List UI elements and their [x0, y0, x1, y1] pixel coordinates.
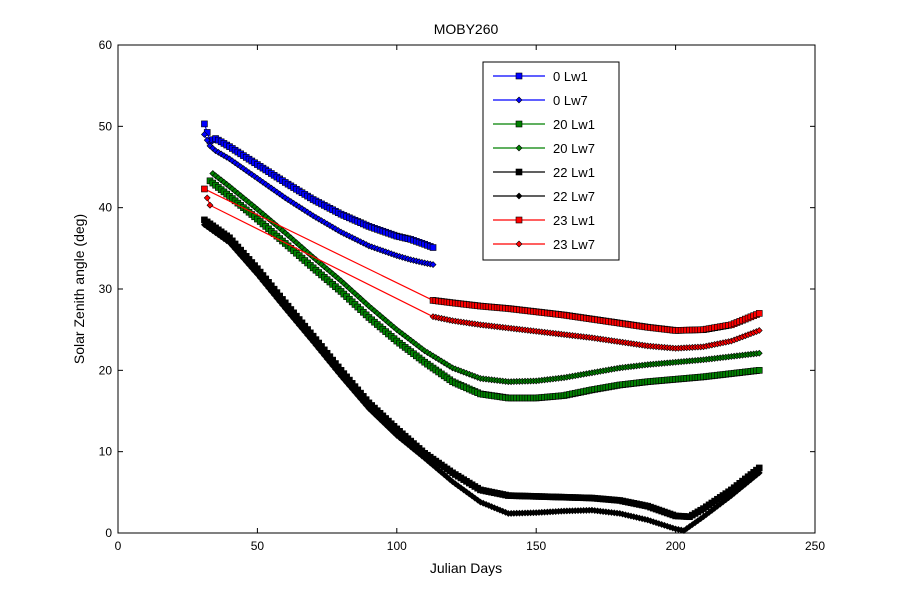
series-0-lw7: [201, 131, 437, 269]
x-tick-label: 250: [805, 539, 825, 553]
legend-marker: [515, 120, 523, 128]
data-point-0-lw7: [201, 131, 208, 138]
chart-title: MOBY260: [434, 21, 499, 37]
legend-item-23-lw7: 23 Lw7: [493, 237, 595, 252]
series-22-lw7: [201, 221, 763, 534]
legend-label: 23 Lw1: [553, 213, 595, 228]
legend-label: 0 Lw1: [553, 69, 588, 84]
data-point-0-lw1: [429, 244, 437, 251]
x-tick-label: 0: [115, 539, 122, 553]
legend-marker: [515, 216, 523, 224]
legend-marker: [515, 240, 523, 248]
data-point-23-lw1: [755, 310, 763, 317]
data-point-23-lw7: [203, 194, 211, 202]
legend-item-20-lw7: 20 Lw7: [493, 141, 595, 156]
x-tick-label: 50: [251, 539, 265, 553]
legend-label: 22 Lw7: [553, 189, 595, 204]
legend-marker: [515, 168, 523, 176]
legend-marker: [515, 144, 523, 152]
ticks-layer: 0 50 100 150 200 250 0 10 20 30 40 50 60: [99, 38, 826, 553]
y-tick-label: 50: [99, 119, 113, 133]
y-tick-label: 0: [105, 526, 112, 540]
series-23-lw7: [203, 194, 763, 352]
legend-item-0-lw7: 0 Lw7: [493, 93, 588, 108]
series-23-lw1: [201, 185, 763, 334]
data-point-23-lw7: [206, 201, 214, 209]
legend-label: 20 Lw7: [553, 141, 595, 156]
legend-item-23-lw1: 23 Lw1: [493, 213, 595, 228]
legend-marker: [515, 72, 523, 80]
x-tick-label: 100: [387, 539, 407, 553]
legend: 0 Lw1 0 Lw7 20 Lw1 20 Lw7 22 Lw1 22 Lw7 23 Lw1…: [482, 61, 620, 261]
series-20-lw7: [209, 170, 763, 386]
data-point-0-lw7: [429, 261, 437, 269]
data-point-23-lw1: [201, 185, 208, 193]
legend-item-20-lw1: 20 Lw1: [493, 117, 595, 132]
plot-area: [118, 45, 815, 533]
legend-label: 23 Lw7: [553, 237, 595, 252]
data-point-20-lw7: [755, 349, 763, 357]
y-tick-label: 20: [99, 363, 113, 377]
legend-label: 20 Lw1: [553, 117, 595, 132]
x-tick-label: 200: [666, 539, 686, 553]
y-axis-title: Solar Zenith angle (deg): [71, 214, 87, 364]
x-tick-label: 150: [526, 539, 546, 553]
legend-marker: [515, 96, 523, 104]
y-tick-label: 30: [99, 282, 113, 296]
legend-box: [482, 61, 620, 261]
series-layer: [201, 120, 763, 534]
data-point-0-lw1: [201, 120, 208, 128]
legend-marker: [515, 192, 523, 200]
data-point-20-lw1: [755, 367, 763, 374]
data-point-0-lw7: [203, 136, 211, 144]
y-tick-label: 10: [99, 445, 113, 459]
legend-label: 0 Lw7: [553, 93, 588, 108]
legend-item-22-lw7: 22 Lw7: [493, 189, 595, 204]
series-0-lw1: [201, 120, 437, 251]
y-tick-label: 60: [99, 38, 113, 52]
legend-label: 22 Lw1: [553, 165, 595, 180]
y-tick-label: 40: [99, 201, 113, 215]
data-point-22-lw7: [755, 469, 763, 477]
legend-item-22-lw1: 22 Lw1: [493, 165, 595, 180]
legend-item-0-lw1: 0 Lw1: [493, 69, 588, 84]
series-22-lw1: [201, 216, 763, 521]
data-point-23-lw7: [755, 327, 763, 334]
x-axis-title: Julian Days: [430, 560, 502, 576]
